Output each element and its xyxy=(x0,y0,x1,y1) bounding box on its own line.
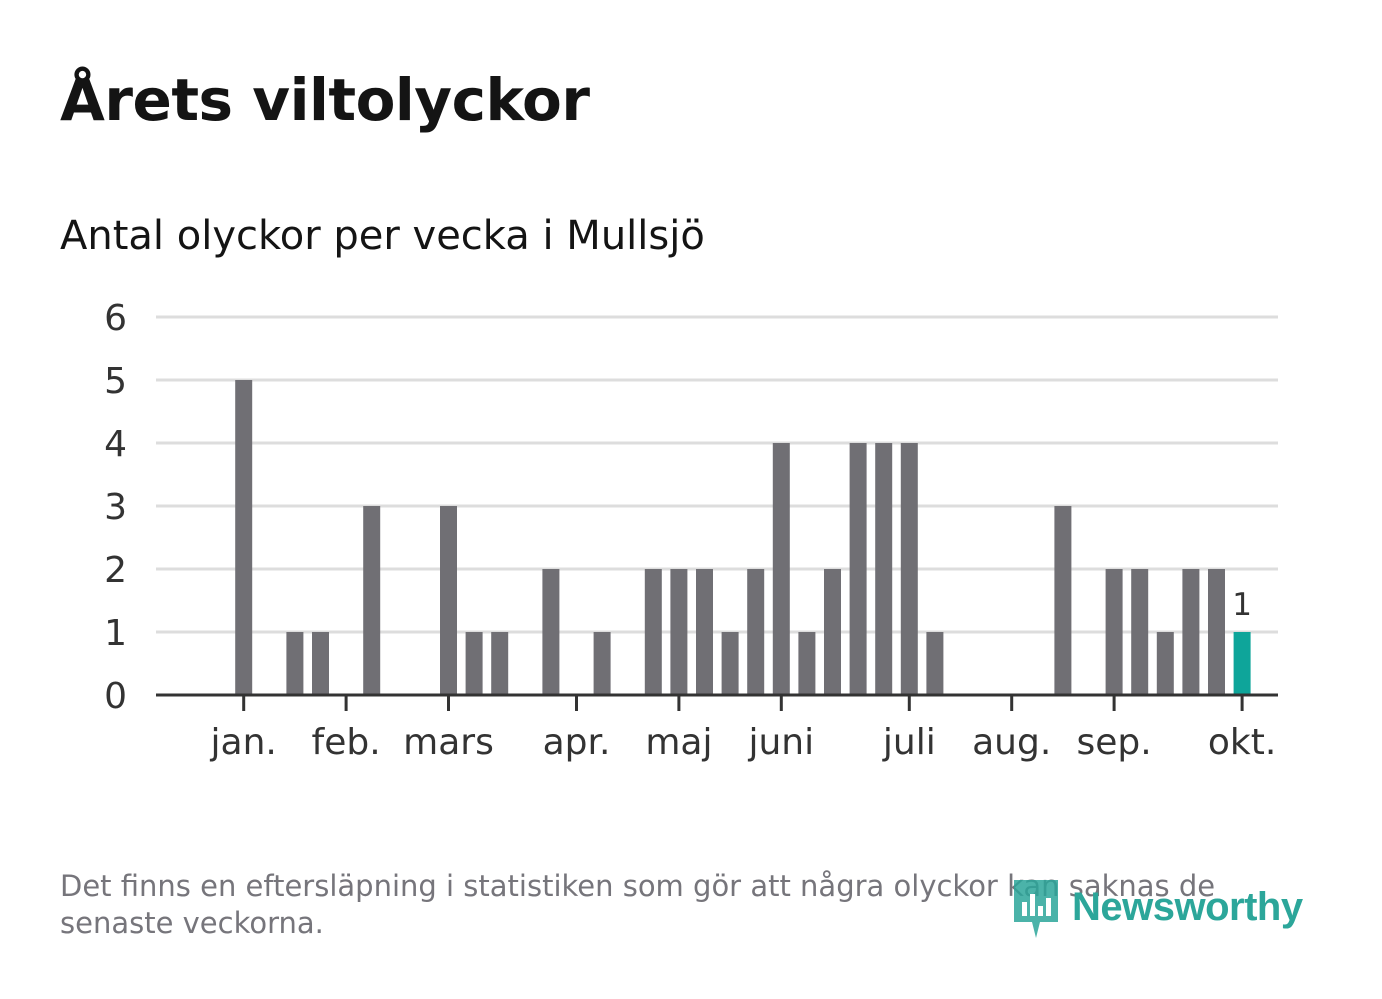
bar xyxy=(670,569,688,695)
bar xyxy=(1131,569,1149,695)
y-tick-label: 2 xyxy=(104,550,127,591)
x-tick-label: okt. xyxy=(1208,722,1276,763)
bar xyxy=(875,443,893,695)
bar xyxy=(849,443,867,695)
y-axis-labels: 0 1 2 3 4 5 6 xyxy=(104,298,127,717)
gridlines xyxy=(156,315,1278,634)
bar xyxy=(772,443,790,695)
y-tick-label: 6 xyxy=(104,298,127,339)
y-tick-label: 3 xyxy=(104,487,127,528)
bar xyxy=(491,632,509,695)
chart-subtitle: Antal olyckor per vecka i Mullsjö xyxy=(60,213,705,259)
x-tick-label: jan. xyxy=(210,722,277,763)
bar xyxy=(824,569,841,695)
bar xyxy=(363,506,381,695)
x-tick-label: sep. xyxy=(1076,722,1151,763)
x-tick-label: juli xyxy=(882,722,936,763)
y-tick-label: 1 xyxy=(104,613,127,654)
bar xyxy=(721,632,739,695)
bar xyxy=(286,632,304,695)
bar xyxy=(542,569,560,695)
bar xyxy=(235,380,253,695)
chart-title: Årets viltolyckor xyxy=(60,66,590,134)
bar xyxy=(644,569,662,695)
bar xyxy=(696,569,713,695)
highlight-value-label: 1 xyxy=(1232,587,1252,623)
y-tick-label: 0 xyxy=(104,676,127,717)
bar xyxy=(900,443,918,695)
bar xyxy=(1156,632,1174,695)
bar xyxy=(593,632,611,695)
bar xyxy=(926,632,944,695)
bar xyxy=(312,632,329,695)
x-axis: jan. feb. mars apr. maj juni juli aug. sep. okt. xyxy=(156,693,1278,763)
newsworthy-logo-icon xyxy=(1014,880,1058,938)
bar xyxy=(747,569,765,695)
bar xyxy=(798,632,816,695)
bars xyxy=(235,380,1251,695)
bar-highlight xyxy=(1233,632,1251,695)
brand-name: Newsworthy xyxy=(1072,884,1303,929)
x-tick-label: mars xyxy=(403,722,494,763)
x-tick-label: feb. xyxy=(312,722,381,763)
annotations: 1 xyxy=(1232,587,1252,623)
y-tick-label: 5 xyxy=(104,361,127,402)
bar xyxy=(1208,569,1225,695)
bar xyxy=(1054,506,1072,695)
bar xyxy=(1105,569,1123,695)
x-tick-label: apr. xyxy=(543,722,611,763)
x-tick-label: aug. xyxy=(972,722,1051,763)
x-tick-label: juni xyxy=(747,722,814,763)
y-tick-label: 4 xyxy=(104,424,127,465)
bar xyxy=(440,506,457,695)
x-tick-label: maj xyxy=(645,722,712,763)
bar xyxy=(465,632,483,695)
bar xyxy=(1182,569,1200,695)
newsworthy-logo: Newsworthy xyxy=(1010,872,1330,942)
